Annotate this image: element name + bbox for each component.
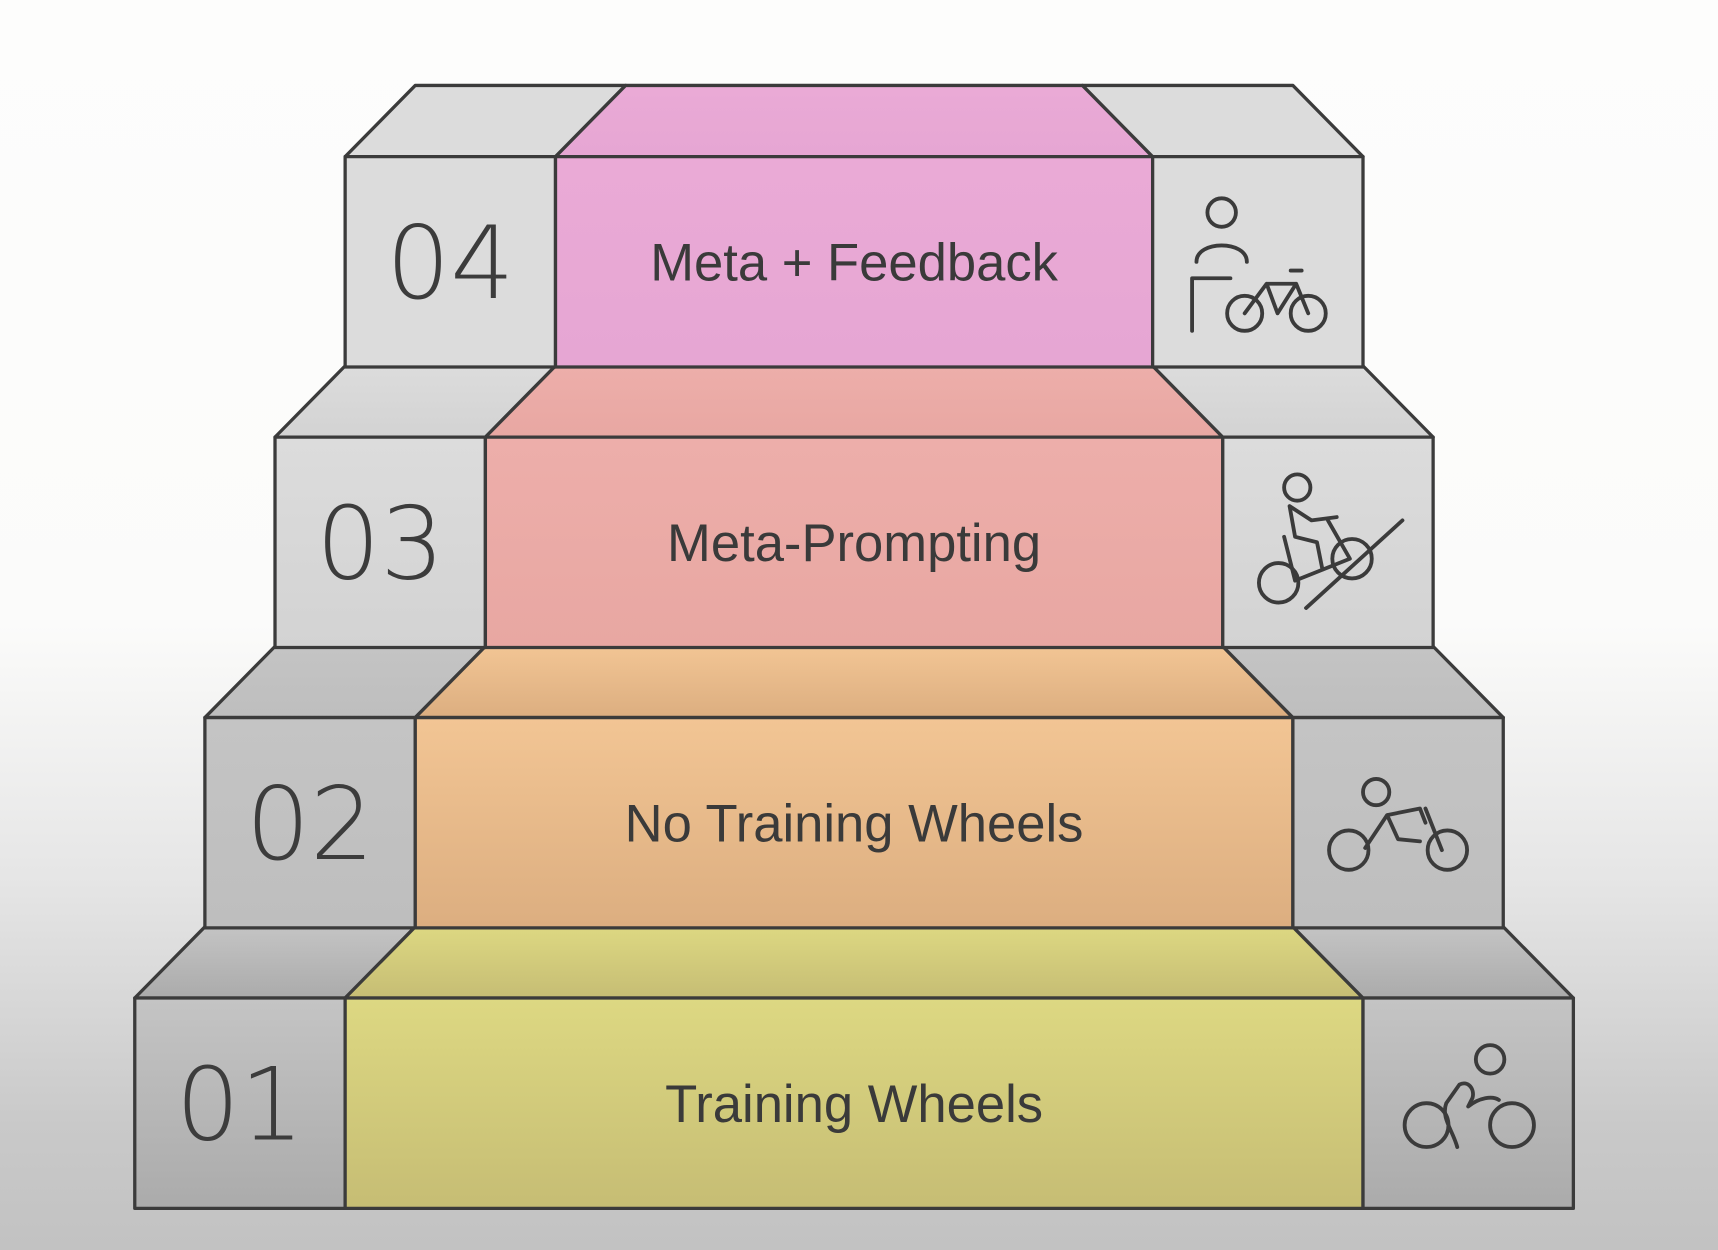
label-box [343,996,1365,1211]
icon-box [1221,435,1435,650]
label-box [553,155,1155,369]
coach-with-bicycle-icon [1190,196,1328,333]
step-label: Training Wheels [665,1075,1043,1134]
cyclist-uphill-icon [1256,472,1405,610]
step-02: 02 No Training Wheels [203,644,1505,930]
number-box [343,155,558,369]
icon-box [1150,155,1365,369]
middle-top-face [553,83,1155,159]
middle-top-face [483,364,1225,439]
icon-box [1291,715,1505,930]
number-box [133,996,347,1211]
step-label: Meta-Prompting [667,514,1041,573]
step-label: No Training Wheels [625,794,1084,853]
middle-top-face [343,925,1365,1000]
step-04: 04 Meta + Feedback [343,83,1365,369]
number-box [203,715,417,930]
step-number: 04 [386,204,514,322]
label-box [483,435,1225,650]
step-number: 03 [316,484,444,602]
cyclist-leaning-icon [1327,777,1470,872]
step-01: 01 Training Wheels [133,925,1576,1211]
step-label: Meta + Feedback [650,233,1058,292]
number-box [273,435,488,650]
cyclist-icon [1402,1043,1536,1149]
step-number: 02 [246,765,374,883]
step-03: 03 Meta-Prompting [273,364,1435,650]
middle-top-face [413,644,1295,720]
step-number: 01 [176,1045,304,1163]
